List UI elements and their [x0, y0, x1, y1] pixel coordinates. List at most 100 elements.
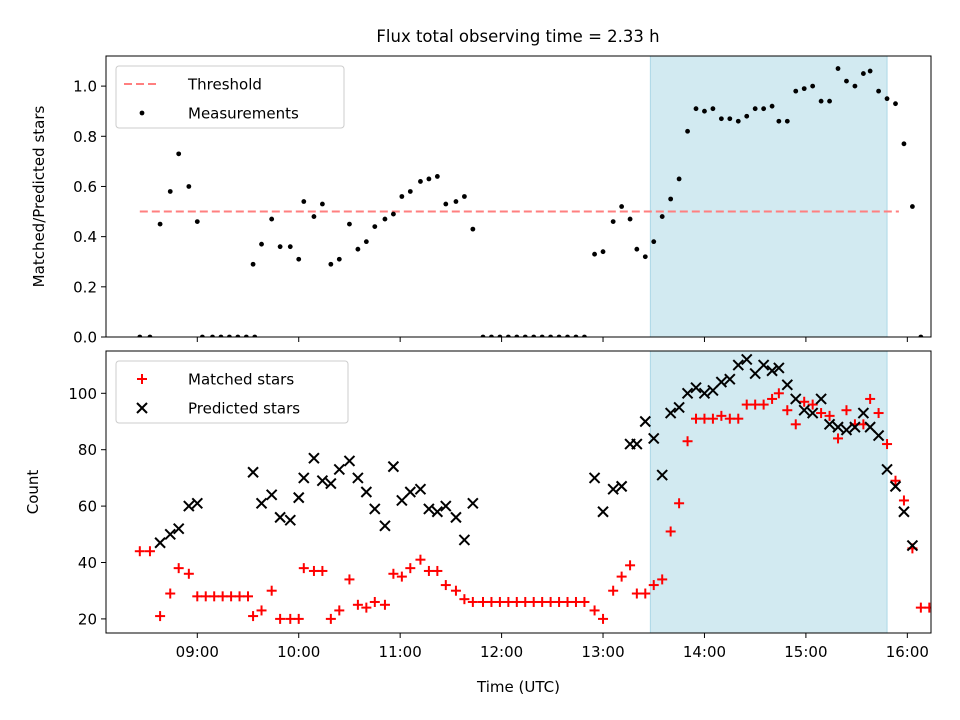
measurement-point [319, 201, 325, 207]
y-tick-label: 100 [68, 385, 97, 403]
measurement-point [453, 199, 459, 204]
predicted-star-point [379, 520, 391, 532]
predicted-star-point [732, 359, 744, 371]
measurement-point [434, 174, 440, 179]
measurement-point [761, 106, 767, 112]
matched-star-point [758, 399, 769, 410]
measurement-point [876, 88, 881, 94]
predicted-star-point [639, 415, 652, 428]
measurement-point [693, 106, 699, 112]
predicted-star-point [191, 497, 203, 509]
predicted-star-point [343, 455, 356, 467]
y-tick-label: 20 [78, 610, 97, 628]
measurement-point [531, 334, 537, 337]
matched-star-point [824, 410, 835, 421]
matched-star-point [275, 613, 286, 624]
measurement-point [259, 241, 264, 247]
predicted-star-point [749, 367, 761, 380]
matched-star-point [816, 408, 827, 419]
measurement-point [296, 256, 302, 262]
predicted-star-point [766, 365, 778, 377]
measurement-point [744, 113, 750, 119]
measurement-point [250, 261, 256, 267]
matched-star-point [293, 613, 304, 624]
matched-star-point [598, 613, 609, 624]
predicted-star-point [293, 491, 305, 504]
measurement-point [522, 334, 528, 337]
matched-star-point [589, 605, 600, 616]
predicted-star-point [247, 466, 259, 478]
predicted-star-point [849, 421, 861, 433]
matched-star-point [625, 560, 636, 571]
predicted-star-point [325, 477, 337, 490]
matched-star-point [833, 433, 844, 444]
matched-star-point [379, 599, 390, 610]
predicted-star-point [423, 503, 435, 515]
measurement-point [539, 334, 545, 337]
measurement-point [844, 78, 849, 84]
measurement-point [752, 106, 758, 112]
matched-star-point [459, 594, 470, 605]
matched-star-point [733, 413, 744, 424]
matched-star-point [266, 585, 277, 596]
predicted-star-point [588, 472, 601, 484]
x-axis-label: Time (UTC) [476, 678, 560, 696]
y-tick-label: 60 [78, 498, 97, 516]
measurement-point [776, 118, 782, 124]
predicted-star-point [648, 432, 660, 445]
measurement-point [642, 254, 648, 260]
highlight-span [649, 350, 888, 634]
matched-star-point [608, 585, 619, 596]
matched-star-point [477, 596, 488, 607]
predicted-star-point [681, 387, 694, 400]
predicted-star-point [790, 393, 802, 405]
measurement-point [727, 116, 733, 122]
matched-star-point [767, 393, 778, 404]
matched-star-point [841, 405, 852, 416]
predicted-star-point [333, 463, 346, 476]
measurement-point [418, 179, 423, 184]
predicted-star-point [741, 353, 753, 366]
y-tick-label: 0.8 [73, 128, 97, 146]
predicted-star-point [906, 539, 919, 552]
matched-star-point [396, 571, 407, 582]
predicted-star-point [316, 475, 329, 487]
matched-star-point [528, 596, 539, 607]
measurement-point [489, 334, 494, 337]
predicted-star-point [832, 421, 844, 433]
predicted-star-point [284, 514, 296, 526]
measurement-point [399, 194, 405, 199]
matched-star-point [486, 596, 497, 607]
predicted-star-point [673, 401, 685, 414]
matched-star-point [352, 599, 363, 610]
matched-star-point [674, 498, 685, 509]
predicted-star-point [757, 359, 770, 371]
matched-star-point [657, 574, 668, 585]
matched-star-point [192, 591, 203, 602]
predicted-star-point [396, 494, 408, 507]
measurement-point [600, 249, 606, 255]
matched-star-point [554, 596, 565, 607]
x-tick-label: 13:00 [581, 643, 624, 661]
x-tick-label: 09:00 [176, 643, 219, 661]
measurement-point [505, 334, 511, 337]
legend-label: Predicted stars [188, 400, 300, 418]
matched-star-point [724, 413, 735, 424]
top-panel: 0.0 0.2 0.4 0.6 0.8 1.0 Matched/Predicted star… [30, 55, 932, 347]
matched-star-point [741, 399, 752, 410]
matched-star-point [256, 605, 267, 616]
legend-box [115, 65, 345, 129]
legend-label: Threshold [187, 76, 262, 94]
measurement-point [793, 88, 799, 94]
x-tick-label: 11:00 [379, 643, 422, 661]
measurement-point [426, 176, 432, 182]
measurement-point [186, 184, 192, 189]
y-tick-label: 1.0 [73, 78, 97, 96]
measurement-point [548, 334, 554, 337]
x-tick-label: 12:00 [480, 643, 523, 661]
x-tick-label: 15:00 [784, 643, 827, 661]
x-tick-label: 10:00 [277, 643, 320, 661]
measurement-point [287, 244, 293, 250]
matched-star-point [790, 419, 801, 430]
matched-star-point [773, 388, 784, 399]
